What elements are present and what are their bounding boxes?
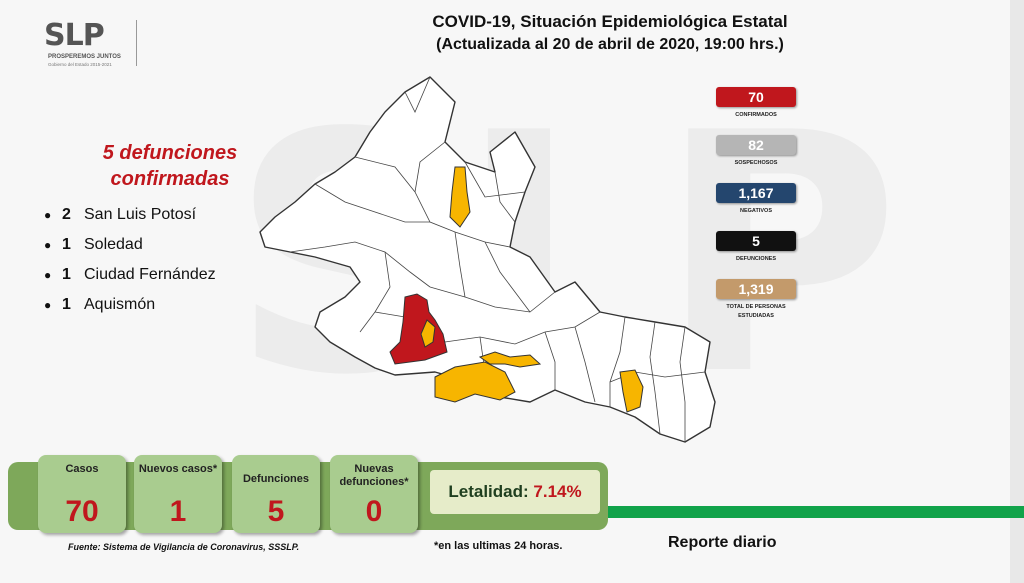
logo-mark: SLP: [44, 18, 105, 53]
deaths-heading-line1: 5 defunciones: [102, 142, 238, 164]
right-edge: [1010, 0, 1024, 583]
page-title: COVID-19, Situación Epidemiológica Estat…: [432, 12, 788, 31]
slp-logo: SLP PROSPEREMOS JUNTOS Gobierno del Esta…: [44, 14, 144, 72]
municipal-border: [574, 326, 596, 403]
municipal-border: [314, 183, 430, 223]
stat-label: SOSPECHOSOS: [734, 160, 778, 166]
logo-subtitle: Gobierno del Estado 2015-2021: [48, 62, 112, 67]
death-count: 2: [62, 206, 71, 223]
municipality-yellow: [619, 369, 644, 413]
card-label: Casos: [65, 463, 99, 475]
card-new-deaths: Nuevas defunciones* 0: [330, 455, 418, 533]
stat-negativos: 1,167 NEGATIVOS: [712, 183, 802, 231]
list-item: ● 1 Aquismón: [44, 290, 310, 320]
municipal-border: [429, 286, 556, 313]
municipal-border: [494, 171, 516, 223]
municipal-border: [484, 241, 531, 313]
death-place: Ciudad Fernández: [84, 266, 216, 283]
municipality-red: [389, 293, 448, 365]
card-cases: Casos 70: [38, 455, 126, 533]
bullet-icon: ●: [44, 238, 52, 252]
stats-column: 70 CONFIRMADOS 82 SOSPECHOSOS 1,167 NEGA…: [712, 87, 802, 327]
list-item: ● 2 San Luis Potosí: [44, 200, 310, 230]
card-value: 5: [267, 495, 285, 528]
municipal-border: [544, 331, 556, 390]
stat-label: TOTAL DE PERSONAS ESTUDIADAS: [726, 304, 786, 319]
lethality-value: 7.14%: [533, 482, 582, 501]
card-label: Nuevos casos*: [138, 463, 218, 475]
deaths-panel: 5 defunciones confirmadas ● 2 San Luis Pot…: [30, 140, 310, 320]
municipal-border: [359, 251, 391, 333]
stat-label: NEGATIVOS: [740, 208, 772, 214]
card-value: 70: [65, 495, 99, 528]
bullet-icon: ●: [44, 268, 52, 282]
card-label: Defunciones: [242, 473, 309, 485]
card-deaths: Defunciones 5: [232, 455, 320, 533]
municipality-yellow: [449, 166, 471, 228]
stat-total: 1,319 TOTAL DE PERSONAS ESTUDIADAS: [712, 279, 802, 327]
municipal-border: [464, 161, 526, 198]
deaths-heading: 5 defunciones confirmadas: [30, 140, 310, 192]
stat-value: 82: [716, 135, 796, 155]
list-item: ● 1 Soledad: [44, 230, 310, 260]
state-outline: [259, 76, 716, 443]
card-value: 0: [365, 495, 383, 528]
municipal-border: [454, 231, 466, 298]
source-note: Fuente: Sistema de Vigilancia de Coronav…: [68, 542, 300, 552]
municipal-border: [679, 326, 686, 442]
stat-value: 1,167: [716, 183, 796, 203]
bullet-icon: ●: [44, 208, 52, 222]
footnote: *en las ultimas 24 horas.: [434, 540, 563, 552]
municipal-border: [649, 321, 661, 435]
report-label: Reporte diario: [668, 534, 777, 551]
stat-sospechosos: 82 SOSPECHOSOS: [712, 135, 802, 183]
municipality-yellow: [478, 351, 542, 368]
municipality-yellow: [420, 319, 436, 348]
logo-tagline: PROSPEREMOS JUNTOS: [48, 54, 121, 60]
death-count: 1: [62, 266, 71, 283]
death-place: Soledad: [84, 236, 143, 253]
stat-value: 70: [716, 87, 796, 107]
stat-label: CONFIRMADOS: [735, 112, 777, 118]
death-place: San Luis Potosí: [84, 206, 197, 223]
bullet-icon: ●: [44, 298, 52, 312]
card-value: 1: [169, 495, 187, 528]
card-new-cases: Nuevos casos* 1: [134, 455, 222, 533]
logo-divider: [136, 20, 137, 66]
death-place: Aquismón: [84, 296, 156, 313]
lethality-label: Letalidad:: [448, 482, 529, 501]
death-count: 1: [62, 296, 71, 313]
deaths-heading-line2: confirmadas: [110, 168, 230, 190]
municipal-border: [404, 76, 431, 113]
death-count: 1: [62, 236, 71, 253]
green-divider: [608, 506, 1024, 518]
municipality-yellow: [434, 361, 516, 403]
deaths-list: ● 2 San Luis Potosí ● 1 Soledad ● 1 Ciudad Fer…: [44, 200, 310, 320]
state-map: [259, 76, 716, 443]
municipal-border: [414, 141, 446, 193]
lethality-box: Letalidad: 7.14%: [430, 470, 600, 514]
stat-defunciones: 5 DEFUNCIONES: [712, 231, 802, 279]
stat-value: 1,319: [716, 279, 796, 299]
page-subtitle: (Actualizada al 20 de abril de 2020, 19:…: [436, 36, 784, 53]
list-item: ● 1 Ciudad Fernández: [44, 260, 310, 290]
municipal-border: [289, 241, 431, 288]
stat-value: 5: [716, 231, 796, 251]
stat-label: DEFUNCIONES: [735, 256, 777, 262]
page-title-block: COVID-19, Situación Epidemiológica Estat…: [400, 12, 820, 54]
stat-confirmados: 70 CONFIRMADOS: [712, 87, 802, 135]
municipal-border: [609, 316, 626, 407]
card-label: Nuevas defunciones*: [339, 463, 409, 488]
